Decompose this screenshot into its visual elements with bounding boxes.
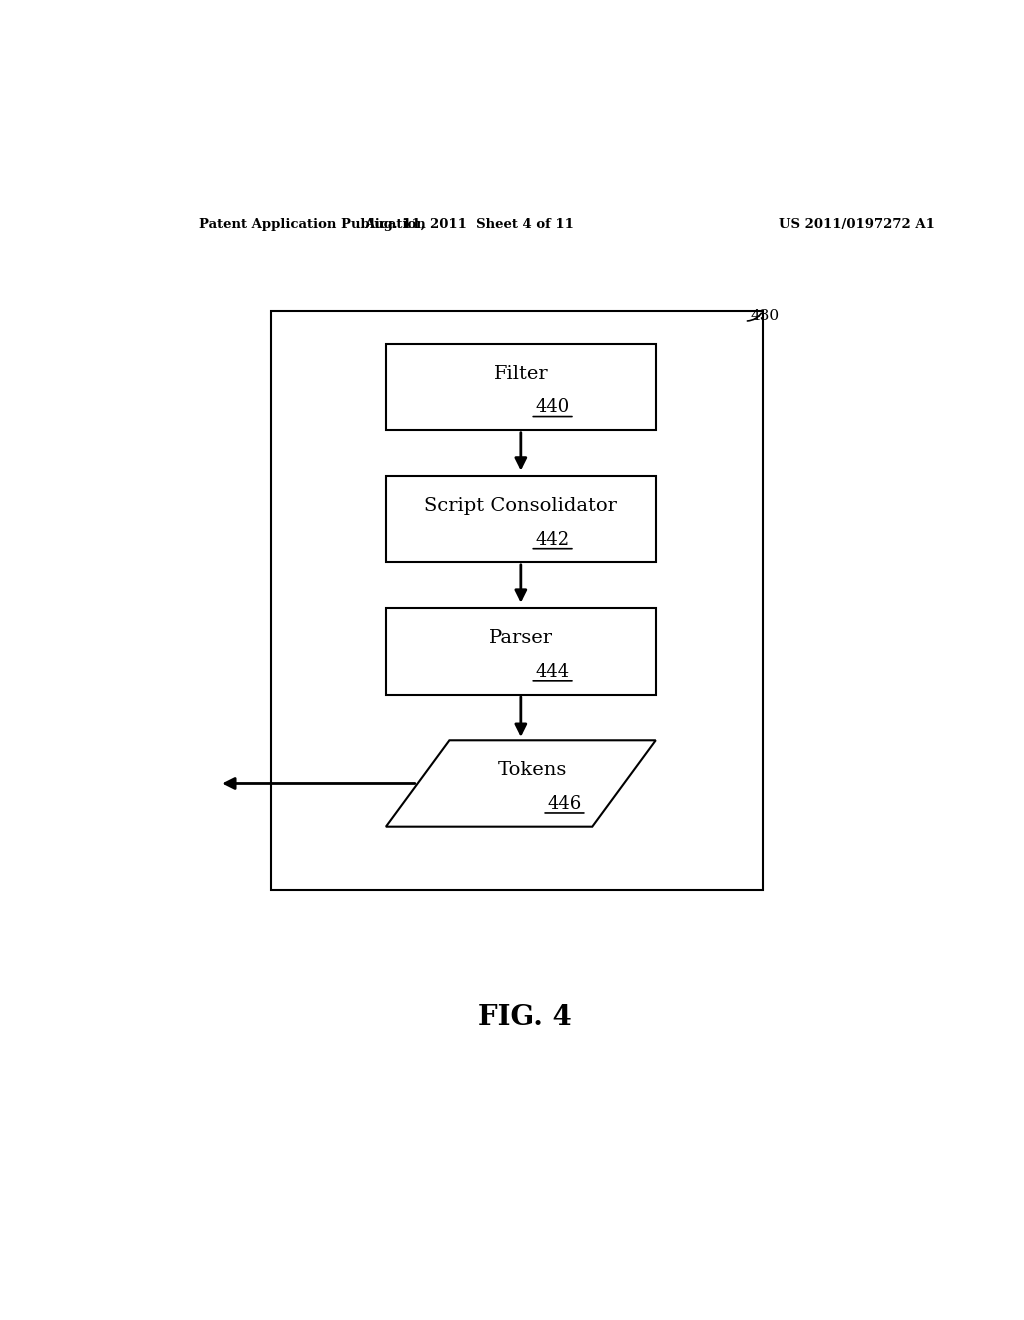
- Text: FIG. 4: FIG. 4: [478, 1003, 571, 1031]
- FancyBboxPatch shape: [386, 345, 655, 430]
- Text: Filter: Filter: [494, 364, 548, 383]
- Text: Parser: Parser: [488, 630, 553, 647]
- FancyBboxPatch shape: [386, 609, 655, 694]
- Text: Script Consolidator: Script Consolidator: [424, 498, 617, 515]
- Text: 440: 440: [536, 399, 569, 416]
- Text: 442: 442: [536, 531, 569, 549]
- Text: Aug. 11, 2011  Sheet 4 of 11: Aug. 11, 2011 Sheet 4 of 11: [365, 218, 574, 231]
- Polygon shape: [386, 741, 655, 826]
- Text: 430: 430: [751, 309, 780, 323]
- FancyBboxPatch shape: [386, 477, 655, 562]
- Text: US 2011/0197272 A1: US 2011/0197272 A1: [778, 218, 935, 231]
- Text: 444: 444: [536, 663, 569, 681]
- Text: 446: 446: [548, 795, 582, 813]
- Text: Patent Application Publication: Patent Application Publication: [200, 218, 426, 231]
- Text: Tokens: Tokens: [498, 762, 567, 779]
- FancyBboxPatch shape: [270, 312, 763, 890]
